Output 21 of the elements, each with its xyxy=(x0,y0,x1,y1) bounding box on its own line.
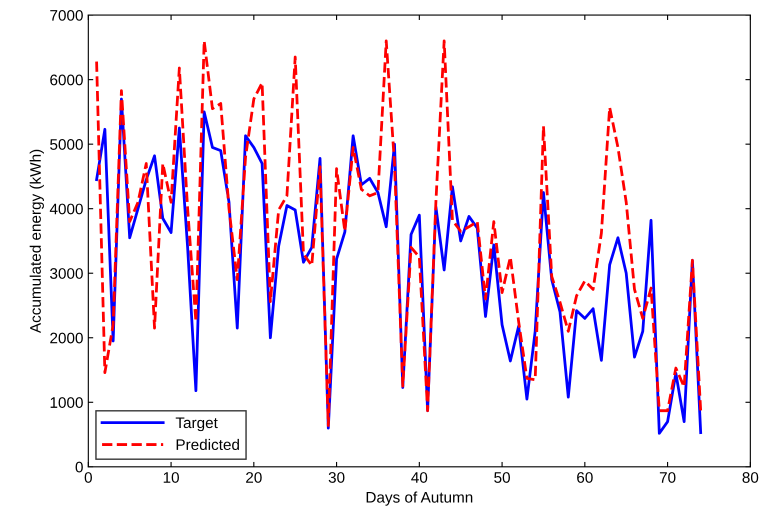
y-tick-label: 3000 xyxy=(50,268,83,279)
y-tick-label: 7000 xyxy=(50,10,83,21)
x-tick-label: 80 xyxy=(742,472,758,483)
x-tick-label: 20 xyxy=(246,472,262,483)
y-tick-label: 6000 xyxy=(50,74,83,86)
y-tick-label: 5000 xyxy=(50,139,83,150)
x-axis-title: Days of Autumn xyxy=(366,491,472,506)
x-tick-label: 50 xyxy=(494,472,510,483)
x-tick-label: 60 xyxy=(577,472,593,483)
y-tick-label: 2000 xyxy=(50,332,83,344)
y-tick-label: 1000 xyxy=(50,397,83,408)
y-tick-label: 0 xyxy=(76,462,83,472)
x-tick-label: 10 xyxy=(164,472,179,483)
legend-label: Target xyxy=(176,418,218,432)
y-axis-title: Accumulated energy (kWh) xyxy=(30,150,44,334)
x-tick-label: 30 xyxy=(328,472,344,483)
x-tick-label: 0 xyxy=(84,472,92,483)
x-tick-label: 40 xyxy=(411,472,428,483)
legend-label: Predicted xyxy=(176,438,239,450)
y-tick-label: 4000 xyxy=(50,204,83,214)
x-tick-label: 70 xyxy=(660,472,676,483)
